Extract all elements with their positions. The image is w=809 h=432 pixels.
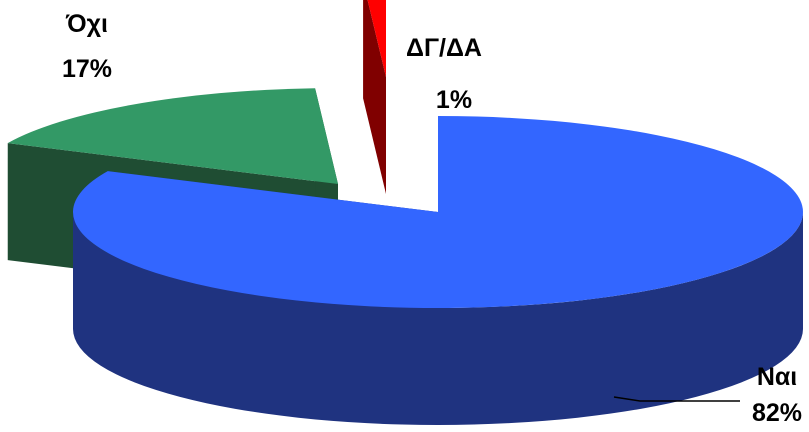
slice-1-value-label: 82% [752, 399, 802, 427]
slice-3-value-label: 1% [436, 86, 472, 114]
slice-1-label: Ναι [757, 363, 797, 391]
label-leader-line [613, 396, 740, 402]
slice-1 [73, 116, 803, 425]
slice-2-top [7, 88, 338, 184]
slice-1-top [73, 116, 803, 308]
slice-3-top [367, 0, 386, 77]
slice-3-label: ΔΓ/ΔΑ [406, 34, 482, 62]
slice-1-rim [73, 212, 803, 425]
slice-3-wall-1 [363, 0, 386, 194]
slice-2-label: Όχι [65, 10, 108, 38]
slice-3 [363, 0, 386, 194]
slice-2-value-label: 17% [62, 55, 112, 83]
